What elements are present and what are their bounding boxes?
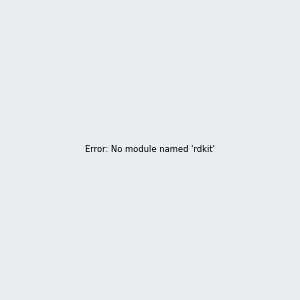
Text: Error: No module named 'rdkit': Error: No module named 'rdkit' — [85, 146, 215, 154]
